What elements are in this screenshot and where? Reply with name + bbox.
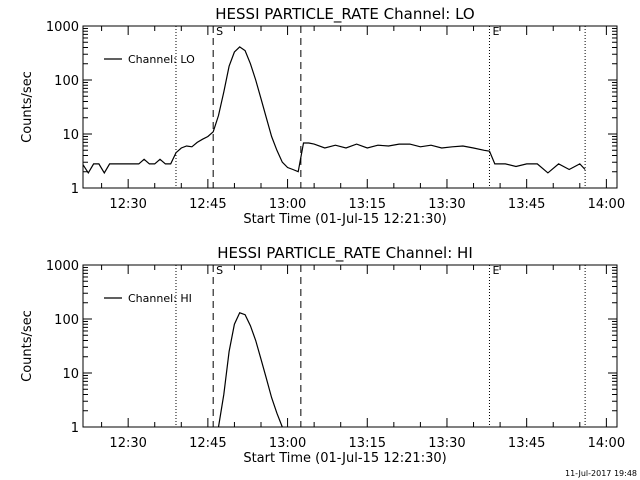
y-tick-label: 1000 bbox=[46, 259, 79, 274]
time-marker-label: S bbox=[216, 264, 223, 277]
x-tick-label: 13:00 bbox=[269, 197, 306, 212]
chart-title: HESSI PARTICLE_RATE Channel: HI bbox=[217, 244, 473, 263]
x-tick-label: 13:00 bbox=[269, 436, 306, 451]
x-axis-label: Start Time (01-Jul-15 12:21:30) bbox=[243, 451, 446, 466]
y-tick-label: 1 bbox=[71, 421, 79, 436]
time-marker-label: S bbox=[216, 25, 223, 38]
x-tick-label: 14:00 bbox=[588, 436, 625, 451]
plot-frame bbox=[82, 264, 618, 428]
chart-title: HESSI PARTICLE_RATE Channel: LO bbox=[215, 5, 474, 24]
legend-label: Channel: HI bbox=[128, 292, 192, 305]
time-marker-label: E bbox=[492, 264, 499, 277]
x-tick-label: 12:45 bbox=[189, 197, 226, 212]
x-tick-label: 12:45 bbox=[189, 436, 226, 451]
x-tick-label: 12:30 bbox=[109, 197, 146, 212]
series-line bbox=[217, 312, 283, 428]
x-tick-label: 12:30 bbox=[109, 436, 146, 451]
y-tick-label: 100 bbox=[54, 313, 79, 328]
y-tick-label: 10 bbox=[62, 367, 79, 382]
y-tick-label: 100 bbox=[54, 74, 79, 89]
y-tick-label: 10 bbox=[62, 128, 79, 143]
x-axis-label: Start Time (01-Jul-15 12:21:30) bbox=[243, 212, 446, 227]
chart-panel-1: HESSI PARTICLE_RATE Channel: HI 1 10 100 100… bbox=[20, 244, 625, 466]
y-axis-label: Counts/sec bbox=[20, 71, 35, 143]
chart-panel-0: HESSI PARTICLE_RATE Channel: LO 1 10 100 100… bbox=[20, 5, 625, 227]
x-tick-label: 13:45 bbox=[508, 436, 545, 451]
x-tick-label: 14:00 bbox=[588, 197, 625, 212]
time-marker-label: E bbox=[492, 25, 499, 38]
x-tick-label: 13:30 bbox=[428, 436, 465, 451]
x-tick-label: 13:15 bbox=[349, 436, 386, 451]
x-tick-label: 13:45 bbox=[508, 197, 545, 212]
x-tick-label: 13:30 bbox=[428, 197, 465, 212]
y-tick-label: 1 bbox=[71, 182, 79, 197]
y-tick-label: 1000 bbox=[46, 20, 79, 35]
plot-frame bbox=[82, 25, 618, 189]
y-axis-label: Counts/sec bbox=[20, 310, 35, 382]
legend-label: Channel: LO bbox=[128, 53, 195, 66]
x-tick-label: 13:15 bbox=[349, 197, 386, 212]
series-line bbox=[82, 46, 586, 175]
